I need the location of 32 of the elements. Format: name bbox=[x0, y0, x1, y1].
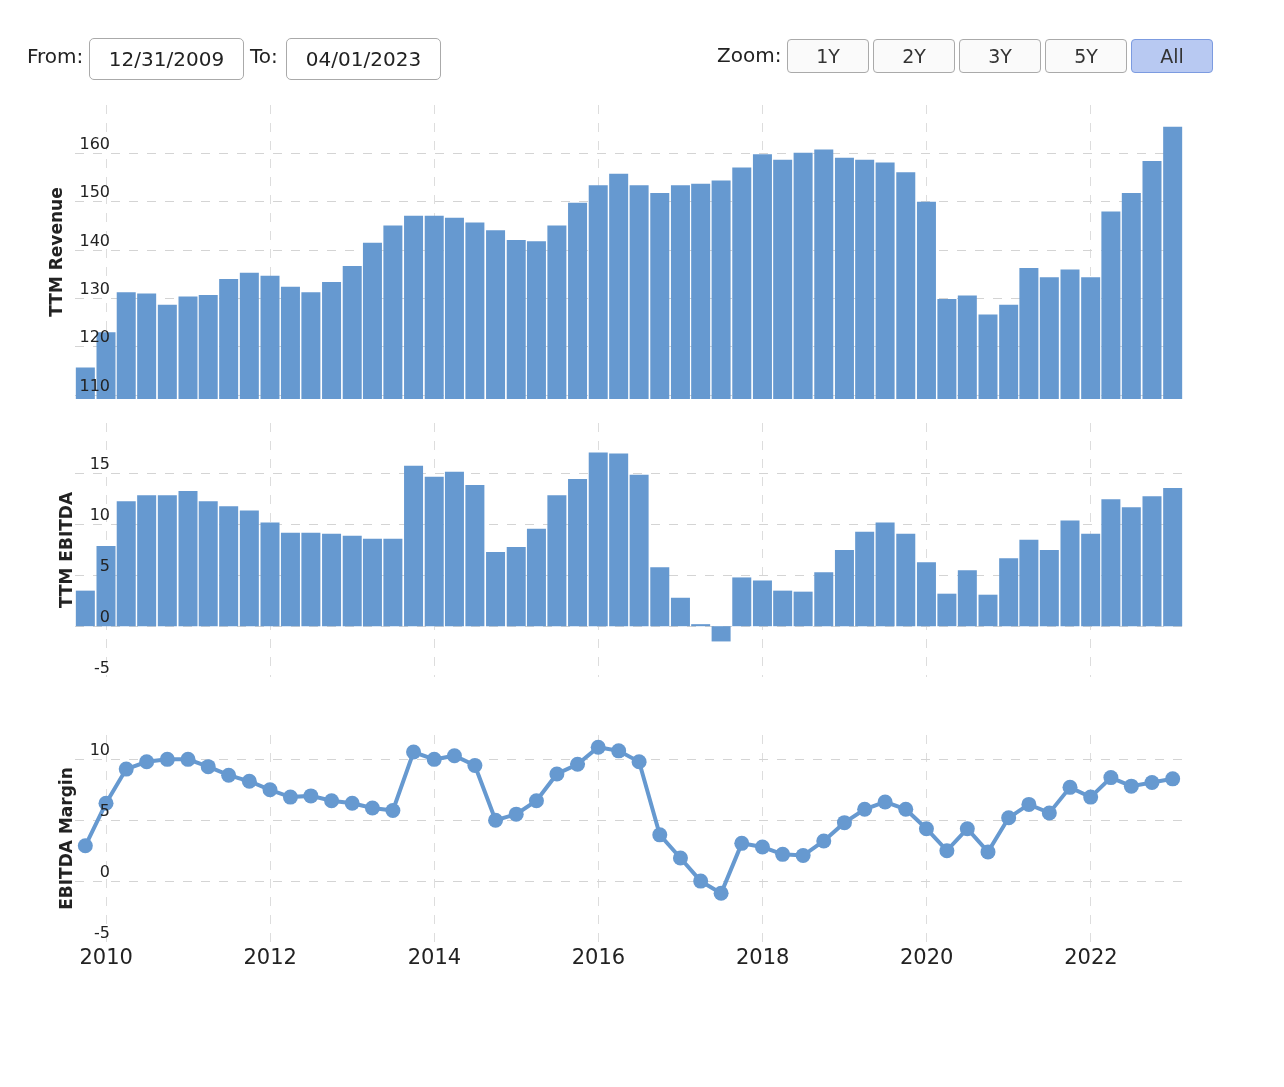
y-tick-label: 150 bbox=[79, 182, 110, 202]
y-tick-label: 10 bbox=[89, 739, 110, 759]
x-tick-label: 2010 bbox=[79, 945, 133, 969]
y-tick-label: 15 bbox=[89, 454, 110, 474]
y-tick-label: 0 bbox=[99, 606, 110, 626]
date-field: 12/31/2009 bbox=[89, 38, 244, 80]
zoom-button: 2Y bbox=[873, 39, 955, 73]
x-tick-label: 2016 bbox=[571, 945, 626, 969]
text: Zoom: bbox=[717, 43, 782, 67]
x-tick-label: 2022 bbox=[1064, 945, 1118, 969]
y-axis-title: EBITDA Margin bbox=[56, 767, 77, 910]
x-tick-label: 2014 bbox=[407, 945, 462, 969]
y-axis-title: TTM EBITDA bbox=[56, 491, 77, 609]
date-field: 04/01/2023 bbox=[286, 38, 441, 80]
zoom-button: All bbox=[1131, 39, 1213, 73]
y-tick-label: 0 bbox=[99, 861, 110, 881]
y-tick-label: -5 bbox=[94, 657, 110, 677]
y-tick-label: 10 bbox=[89, 505, 110, 525]
x-tick-label: 2018 bbox=[735, 945, 790, 969]
zoom-button: 1Y bbox=[787, 39, 869, 73]
zoom-button: 5Y bbox=[1045, 39, 1127, 73]
y-tick-label: 160 bbox=[79, 133, 110, 153]
x-tick-label: 2012 bbox=[243, 945, 297, 969]
x-tick-label: 2020 bbox=[899, 945, 954, 969]
y-tick-label: -5 bbox=[94, 922, 110, 942]
text: From: bbox=[27, 44, 84, 68]
y-tick-label: 130 bbox=[79, 279, 110, 299]
text: To: bbox=[250, 44, 278, 68]
y-tick-label: 140 bbox=[79, 230, 110, 250]
y-tick-label: 5 bbox=[99, 556, 110, 575]
zoom-button: 3Y bbox=[959, 39, 1041, 73]
y-axis-title: TTM Revenue bbox=[46, 187, 66, 317]
